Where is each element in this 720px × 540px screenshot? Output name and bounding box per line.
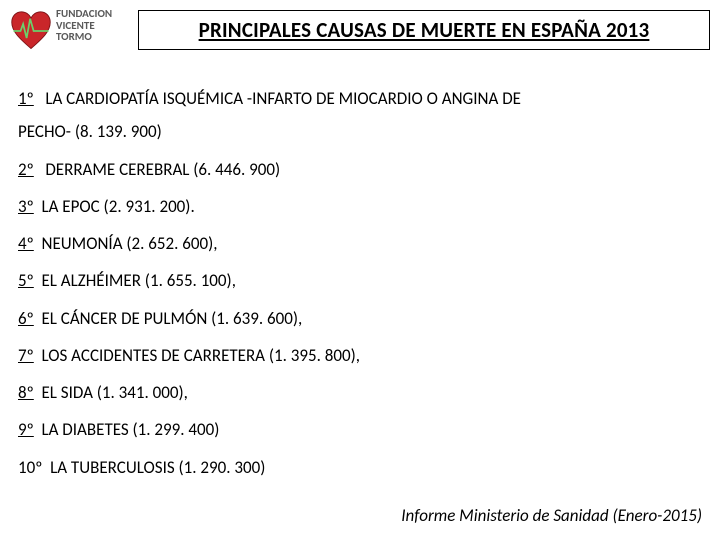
rank: 4º bbox=[18, 233, 34, 254]
item-text-cont: PECHO- (8. 139. 900) bbox=[18, 121, 162, 142]
list-item: 3º LA EPOC (2. 931. 200). bbox=[18, 196, 702, 217]
title-box: PRINCIPALES CAUSAS DE MUERTE EN ESPAÑA 2… bbox=[138, 10, 710, 50]
item-text: NEUMONÍA (2. 652. 600), bbox=[41, 233, 217, 254]
list-item-continuation: PECHO- (8. 139. 900) bbox=[18, 121, 702, 142]
rank: 3º bbox=[18, 196, 34, 217]
foundation-logo: FUNDACION VICENTE TORMO bbox=[8, 4, 128, 58]
page-title: PRINCIPALES CAUSAS DE MUERTE EN ESPAÑA 2… bbox=[199, 17, 650, 43]
rank: 7º bbox=[18, 345, 34, 366]
causes-list: 1º LA CARDIOPATÍA ISQUÉMICA -INFARTO DE … bbox=[0, 62, 720, 478]
logo-text: FUNDACION VICENTE TORMO bbox=[56, 8, 128, 43]
list-item: 10º LA TUBERCULOSIS (1. 290. 300) bbox=[18, 457, 702, 478]
item-text: EL CÁNCER DE PULMÓN (1. 639. 600), bbox=[41, 308, 302, 329]
list-item: 6º EL CÁNCER DE PULMÓN (1. 639. 600), bbox=[18, 308, 702, 329]
header: FUNDACION VICENTE TORMO PRINCIPALES CAUS… bbox=[0, 0, 720, 62]
list-item: 4º NEUMONÍA (2. 652. 600), bbox=[18, 233, 702, 254]
item-text: LA CARDIOPATÍA ISQUÉMICA -INFARTO DE MIO… bbox=[45, 88, 521, 109]
rank: 5º bbox=[18, 270, 34, 291]
item-text: EL SIDA (1. 341. 000), bbox=[41, 382, 187, 403]
item-text: LA EPOC (2. 931. 200). bbox=[41, 196, 194, 217]
list-item: 7º LOS ACCIDENTES DE CARRETERA (1. 395. … bbox=[18, 345, 702, 366]
rank: 2º bbox=[18, 159, 34, 180]
list-item: 9º LA DIABETES (1. 299. 400) bbox=[18, 419, 702, 440]
rank: 9º bbox=[18, 419, 34, 440]
logo-line1: FUNDACION bbox=[56, 8, 128, 20]
source-citation: Informe Ministerio de Sanidad (Enero-201… bbox=[401, 505, 702, 526]
item-text: LOS ACCIDENTES DE CARRETERA (1. 395. 800… bbox=[41, 345, 360, 366]
item-text: LA DIABETES (1. 299. 400) bbox=[41, 419, 219, 440]
rank-no-underline: 10º bbox=[18, 457, 42, 478]
list-item: 1º LA CARDIOPATÍA ISQUÉMICA -INFARTO DE … bbox=[18, 88, 702, 109]
rank: 1º bbox=[18, 88, 34, 109]
rank: 6º bbox=[18, 308, 34, 329]
item-text: EL ALZHÉIMER (1. 655. 100), bbox=[41, 270, 235, 291]
logo-line2: VICENTE TORMO bbox=[56, 20, 128, 43]
rank: 8º bbox=[18, 382, 34, 403]
list-item: 2º DERRAME CEREBRAL (6. 446. 900) bbox=[18, 159, 702, 180]
list-item: 5º EL ALZHÉIMER (1. 655. 100), bbox=[18, 270, 702, 291]
heart-icon bbox=[10, 10, 52, 52]
item-text: LA TUBERCULOSIS (1. 290. 300) bbox=[50, 457, 265, 478]
item-text: DERRAME CEREBRAL (6. 446. 900) bbox=[45, 159, 280, 180]
list-item: 8º EL SIDA (1. 341. 000), bbox=[18, 382, 702, 403]
